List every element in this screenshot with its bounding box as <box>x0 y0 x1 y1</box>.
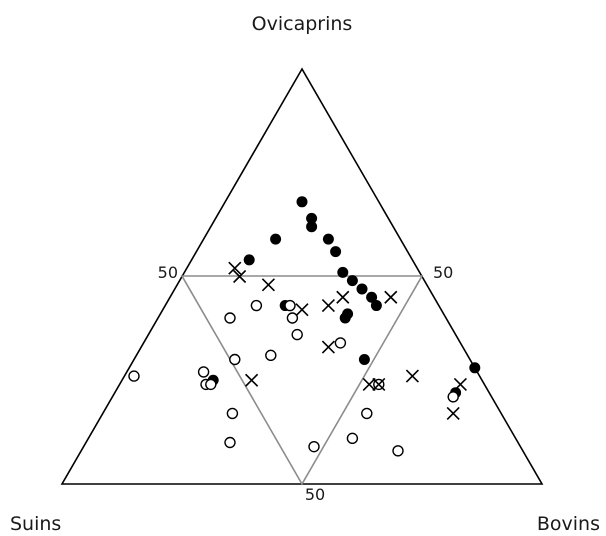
open-circle-point <box>128 370 140 382</box>
filled-circle-point <box>339 312 351 324</box>
filled-circle-point <box>346 275 358 287</box>
tick-label-left-50: 50 <box>158 263 178 282</box>
cross-point <box>261 278 275 292</box>
cross-point <box>453 377 467 391</box>
open-circle-point <box>226 407 239 420</box>
filled-circle-point <box>358 354 370 365</box>
tick-label-right-50: 50 <box>433 263 453 282</box>
filled-circle-point <box>270 233 282 245</box>
data-points <box>128 196 481 457</box>
filled-circle-point <box>296 196 308 208</box>
open-circle-point <box>334 337 347 349</box>
open-circle-point <box>224 436 236 449</box>
open-circle-point <box>197 366 210 378</box>
axis-label-ovicaprins: Ovicaprins <box>252 13 353 35</box>
open-circle-point <box>392 445 404 457</box>
axis-label-suins: Suins <box>10 513 61 535</box>
filled-circle-point <box>322 233 334 245</box>
cross-point <box>362 377 376 391</box>
cross-point <box>372 377 386 391</box>
cross-point <box>321 298 335 313</box>
open-circle-point <box>361 407 373 420</box>
open-circle-point <box>229 353 241 366</box>
open-circle-point <box>346 432 359 445</box>
open-circle-point <box>284 299 296 312</box>
cross-point <box>336 290 350 304</box>
open-circle-point <box>224 312 236 324</box>
open-circle-point <box>205 378 217 391</box>
tick-label-bottom-50: 50 <box>305 485 325 504</box>
cross-point <box>228 261 242 275</box>
open-circle-point <box>447 391 459 403</box>
filled-circle-point <box>330 246 342 258</box>
open-circle-point <box>286 312 299 324</box>
cross-point <box>295 303 309 317</box>
open-circle-point <box>308 440 320 453</box>
cross-point <box>384 290 398 304</box>
cross-point <box>233 269 247 284</box>
filled-circle-point <box>306 212 318 224</box>
cross-point <box>321 340 335 354</box>
axis-label-bovins: Bovins <box>537 513 600 535</box>
filled-circle-point <box>366 291 378 303</box>
filled-circle-point <box>356 283 368 295</box>
filled-circle-point <box>306 221 318 233</box>
cross-point <box>405 369 419 383</box>
inner-triangle-50 <box>180 275 424 486</box>
filled-circle-point <box>370 300 382 312</box>
filled-circle-point <box>243 254 255 266</box>
open-circle-point <box>250 299 263 312</box>
filled-circle-point <box>337 266 349 278</box>
open-circle-point <box>291 328 303 341</box>
cross-point <box>446 406 460 421</box>
cross-point <box>245 373 259 387</box>
filled-circle-point <box>469 362 481 374</box>
open-circle-point <box>265 349 277 362</box>
